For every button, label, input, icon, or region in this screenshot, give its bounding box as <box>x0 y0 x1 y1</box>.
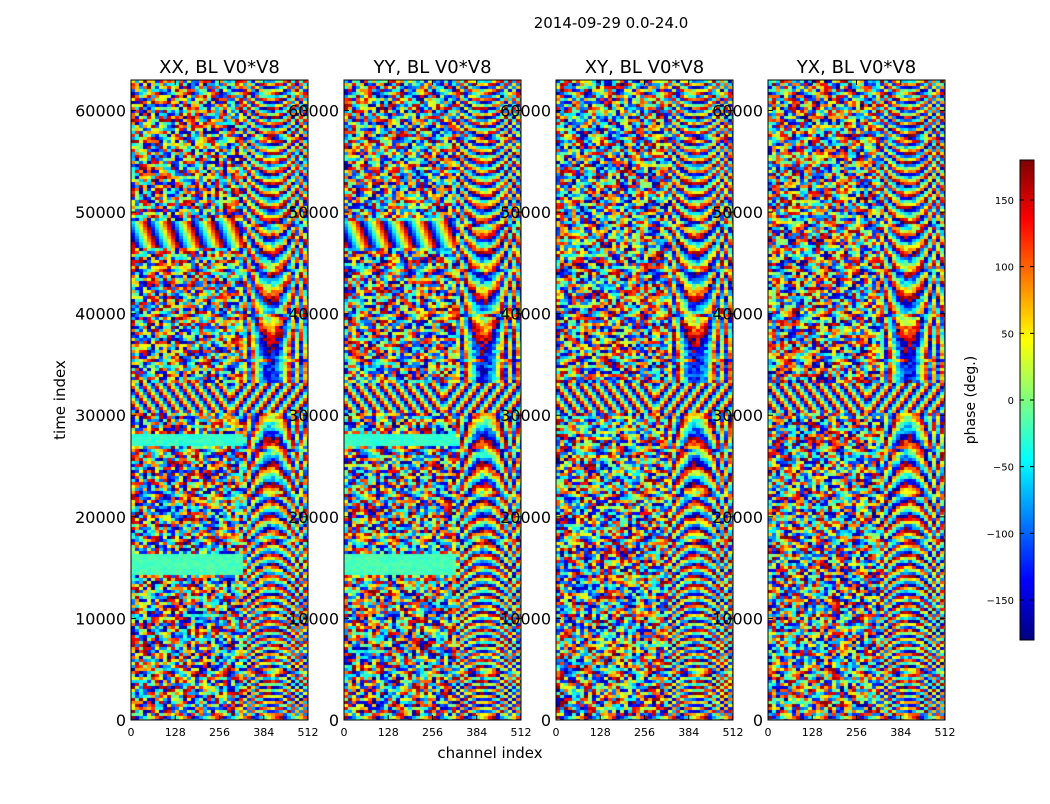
panels: XX, BL V0*V8 0 128 256 384 512 0 10000 20000 3000… <box>75 57 955 739</box>
colorbar: −150 −100 −50 0 50 100 150 <box>987 159 1035 641</box>
y-axis-label: time index <box>51 360 69 440</box>
y-tick-label: 30000 <box>500 406 551 425</box>
x-tick-label: 0 <box>553 726 560 739</box>
y-tick-label: 50000 <box>75 203 126 222</box>
y-tick-label: 60000 <box>712 101 763 120</box>
x-tick-label: 0 <box>341 726 348 739</box>
heatmap-xx <box>131 80 308 720</box>
x-tick-label: 128 <box>590 726 611 739</box>
y-tick-label: 0 <box>753 711 763 730</box>
y-tick-label: 60000 <box>288 101 339 120</box>
x-tick-label: 384 <box>466 726 487 739</box>
colorbar-label: phase (deg.) <box>963 356 979 444</box>
y-tick-label: 40000 <box>500 305 551 324</box>
y-tick-label: 0 <box>329 711 339 730</box>
y-tick-label: 60000 <box>500 101 551 120</box>
y-tick-label: 10000 <box>500 609 551 628</box>
y-tick-label: 30000 <box>288 406 339 425</box>
x-tick-label: 256 <box>846 726 867 739</box>
x-tick-label: 128 <box>802 726 823 739</box>
y-tick-label: 50000 <box>712 203 763 222</box>
heatmap-yy <box>344 80 521 720</box>
x-tick-label: 512 <box>298 726 319 739</box>
panel-yy: YY, BL V0*V8 0 128 256 384 512 0 10000 20000 3000… <box>288 57 531 739</box>
y-tick-label: 40000 <box>288 305 339 324</box>
heatmap-xy <box>556 80 733 720</box>
panel-yx: YX, BL V0*V8 0 128 256 384 512 0 10000 20000 3000… <box>712 57 955 739</box>
y-tick-label: 30000 <box>712 406 763 425</box>
y-tick-label: 0 <box>116 711 126 730</box>
colorbar-tick-label: 100 <box>995 263 1014 274</box>
x-tick-label: 256 <box>209 726 230 739</box>
x-tick-label: 256 <box>634 726 655 739</box>
y-tick-label: 20000 <box>75 508 126 527</box>
x-tick-label: 512 <box>723 726 744 739</box>
y-tick-label: 0 <box>541 711 551 730</box>
y-tick-label: 10000 <box>712 609 763 628</box>
x-tick-label: 128 <box>378 726 399 739</box>
panel-xx: XX, BL V0*V8 0 128 256 384 512 0 10000 20000 3000… <box>75 57 318 739</box>
y-tick-label: 20000 <box>500 508 551 527</box>
colorbar-tick-label: −100 <box>987 529 1014 540</box>
panel-title: YX, BL V0*V8 <box>796 57 916 78</box>
colorbar-tick-label: 0 <box>1008 396 1014 407</box>
colorbar-tick-label: −50 <box>993 463 1014 474</box>
y-tick-label: 50000 <box>288 203 339 222</box>
panel-xy: XY, BL V0*V8 0 128 256 384 512 0 10000 20000 3000… <box>500 57 743 739</box>
x-tick-label: 384 <box>890 726 911 739</box>
x-tick-label: 512 <box>935 726 956 739</box>
x-tick-label: 0 <box>765 726 772 739</box>
panel-title: XX, BL V0*V8 <box>159 57 280 78</box>
y-tick-label: 30000 <box>75 406 126 425</box>
colorbar-tick-label: 50 <box>1001 329 1014 340</box>
panel-title: XY, BL V0*V8 <box>585 57 704 78</box>
y-tick-label: 50000 <box>500 203 551 222</box>
y-tick-label: 20000 <box>712 508 763 527</box>
panel-title: YY, BL V0*V8 <box>372 57 491 78</box>
x-tick-label: 0 <box>128 726 135 739</box>
figure-title: 2014-09-29 0.0-24.0 <box>534 14 689 32</box>
colorbar-tick-label: −150 <box>987 596 1014 607</box>
y-tick-label: 40000 <box>75 305 126 324</box>
x-tick-label: 384 <box>678 726 699 739</box>
y-tick-label: 20000 <box>288 508 339 527</box>
x-tick-label: 256 <box>422 726 443 739</box>
x-tick-label: 512 <box>511 726 532 739</box>
x-tick-label: 384 <box>253 726 274 739</box>
colorbar-tick-label: 150 <box>995 196 1014 207</box>
y-tick-label: 60000 <box>75 101 126 120</box>
y-tick-label: 10000 <box>288 609 339 628</box>
y-tick-label: 40000 <box>712 305 763 324</box>
x-tick-label: 128 <box>165 726 186 739</box>
x-axis-label: channel index <box>437 744 542 762</box>
heatmap-yx <box>768 80 945 720</box>
y-tick-label: 10000 <box>75 609 126 628</box>
